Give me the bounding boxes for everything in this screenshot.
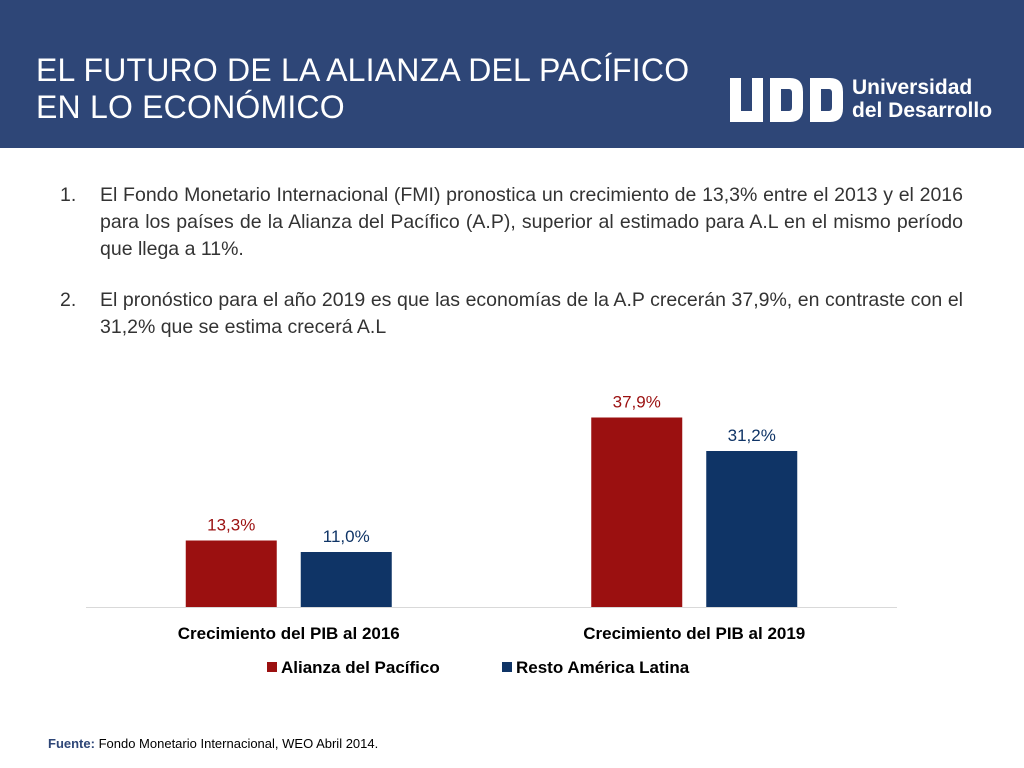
key-point-2: 2. El pronóstico para el año 2019 es que…: [60, 287, 963, 341]
udd-monogram-icon: [730, 78, 843, 122]
key-point-text: El Fondo Monetario Internacional (FMI) p…: [100, 184, 963, 260]
header-banner: EL FUTURO DE LA ALIANZA DEL PACÍFICO EN …: [0, 0, 1024, 148]
source-label: Fuente:: [48, 736, 95, 751]
source-text: Fondo Monetario Internacional, WEO Abril…: [98, 736, 379, 751]
bar-series-0-category-0: [185, 540, 277, 607]
category-label-1: Crecimiento del PIB al 2019: [583, 624, 805, 643]
key-point-1: 1. El Fondo Monetario Internacional (FMI…: [60, 182, 963, 263]
key-point-number: 2.: [60, 289, 77, 311]
gdp-growth-bar-chart: 13,3% 11,0% Crecimiento del PIB al 2016 37,…: [86, 393, 897, 677]
legend-label-0: Alianza del Pacífico: [281, 658, 440, 677]
key-point-text: El pronóstico para el año 2019 es que la…: [100, 289, 963, 338]
legend-swatch-1: [502, 662, 512, 672]
university-name: Universidad del Desarrollo: [852, 76, 992, 122]
legend-label-1: Resto América Latina: [516, 658, 690, 677]
source-note: Fuente: Fondo Monetario Internacional, W…: [48, 736, 378, 751]
key-points-list: 1. El Fondo Monetario Internacional (FMI…: [60, 182, 963, 341]
bar-series-1-category-1: [706, 451, 798, 607]
page-title-line-2: EN LO ECONÓMICO: [36, 89, 345, 125]
data-label-series-1-category-1: 31,2%: [728, 426, 776, 445]
university-logo: Universidad del Desarrollo: [730, 76, 1010, 126]
bar-series-1-category-0: [300, 552, 392, 607]
bar-series-0-category-1: [591, 417, 683, 607]
data-label-series-1-category-0: 11,0%: [323, 527, 370, 546]
data-label-series-0-category-1: 37,9%: [613, 393, 661, 412]
data-label-series-0-category-0: 13,3%: [207, 516, 255, 535]
key-point-number: 1.: [60, 184, 77, 206]
university-name-line-2: del Desarrollo: [852, 99, 993, 122]
category-label-0: Crecimiento del PIB al 2016: [178, 624, 400, 643]
page-title: EL FUTURO DE LA ALIANZA DEL PACÍFICO EN …: [36, 52, 689, 126]
legend-swatch-0: [267, 662, 277, 672]
university-name-line-1: Universidad: [852, 76, 973, 99]
page-title-line-1: EL FUTURO DE LA ALIANZA DEL PACÍFICO: [36, 52, 690, 88]
